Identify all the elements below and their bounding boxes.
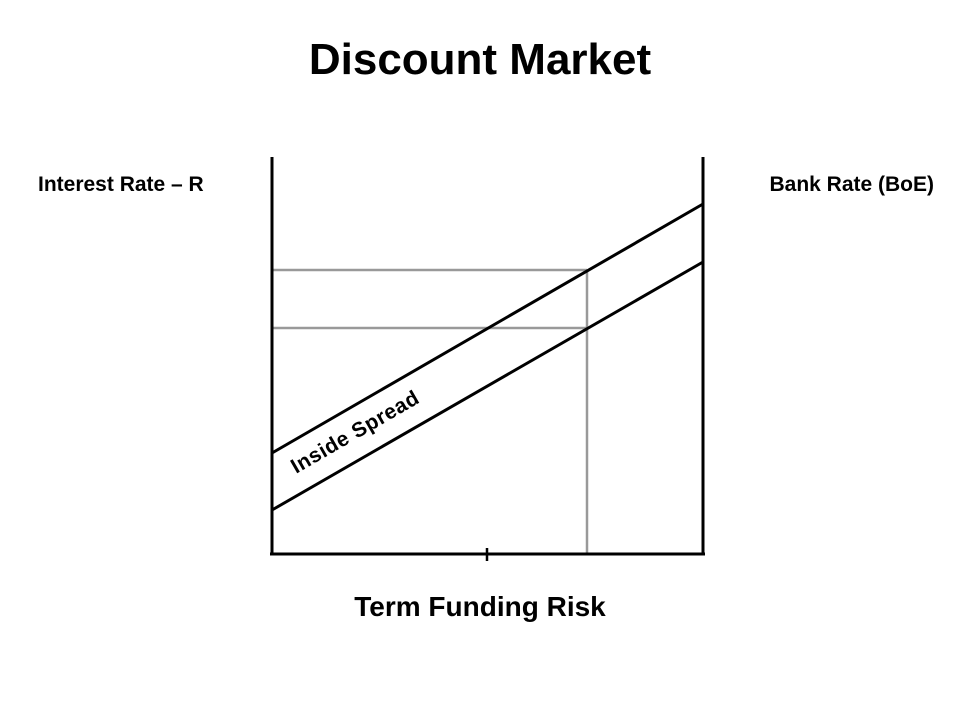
upper-rate-line	[271, 202, 704, 455]
x-axis-label: Term Funding Risk	[354, 591, 606, 622]
lower-rate-line	[271, 260, 704, 512]
y-axis-right-label: Bank Rate (BoE)	[769, 173, 934, 196]
y-axis-left-label: Interest Rate – R	[38, 173, 204, 196]
slide-title: Discount Market	[308, 35, 652, 84]
